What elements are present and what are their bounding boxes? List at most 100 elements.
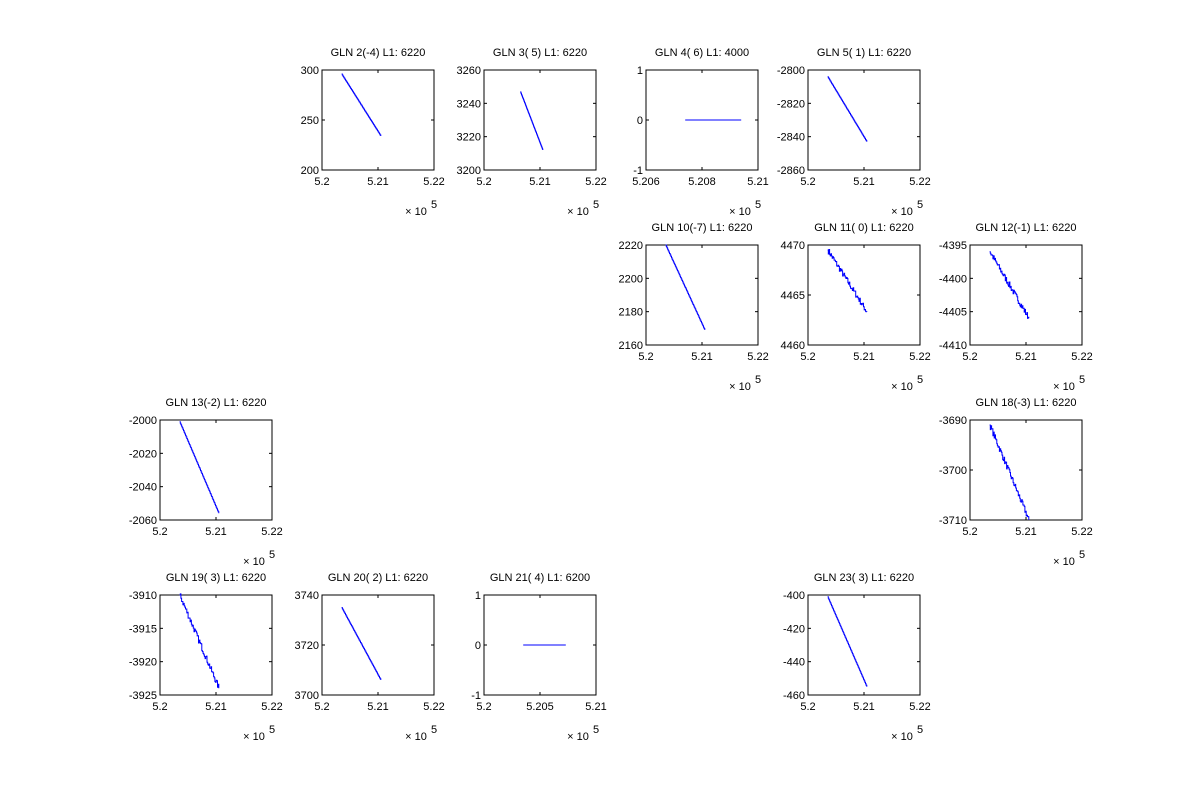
x-exponent: 5 xyxy=(431,199,437,211)
subplot-axes: GLN 12(-1) L1: 6220 -4410 -4405 -4400 -4395 5… xyxy=(939,222,1093,393)
y-tick-label: -3910 xyxy=(129,590,157,602)
y-tick-label: -4395 xyxy=(939,240,967,252)
y-tick-label: -400 xyxy=(783,590,805,602)
x-tick-label: 5.22 xyxy=(747,351,768,363)
x-tick-label: 5.21 xyxy=(1015,351,1036,363)
y-tick-label: -3920 xyxy=(129,657,157,669)
x-tick-label: 5.205 xyxy=(526,701,554,713)
x-tick-label: 5.21 xyxy=(205,701,226,713)
y-tick-label: 3200 xyxy=(457,165,481,177)
y-tick-label: 3220 xyxy=(457,132,481,144)
x-tick-label: 5.21 xyxy=(205,526,226,538)
x-tick-label: 5.22 xyxy=(909,176,930,188)
x-exponent: 5 xyxy=(917,724,923,736)
x-exponent: 5 xyxy=(593,724,599,736)
subplot-title: GLN 10(-7) L1: 6220 xyxy=(652,222,753,234)
data-series-line xyxy=(179,421,220,514)
y-tick-label: 4465 xyxy=(781,290,805,302)
y-tick-label: -4400 xyxy=(939,273,967,285)
x-exponent-label: × 10 xyxy=(891,381,913,393)
subplot-title: GLN 23( 3) L1: 6220 xyxy=(814,572,914,584)
x-exponent: 5 xyxy=(1079,549,1085,561)
y-tick-label: -3710 xyxy=(939,515,967,527)
y-tick-label: 3740 xyxy=(295,590,319,602)
x-tick-label: 5.21 xyxy=(585,701,606,713)
subplot-title: GLN 20( 2) L1: 6220 xyxy=(328,572,428,584)
x-tick-label: 5.2 xyxy=(962,526,977,538)
x-exponent-label: × 10 xyxy=(567,206,589,218)
y-tick-label: -4405 xyxy=(939,307,967,319)
x-exponent: 5 xyxy=(755,199,761,211)
data-series-line xyxy=(827,596,868,687)
y-tick-label: -460 xyxy=(783,690,805,702)
subplot-title: GLN 4( 6) L1: 4000 xyxy=(655,47,749,59)
subplot-title: GLN 13(-2) L1: 6220 xyxy=(166,397,267,409)
x-tick-label: 5.208 xyxy=(688,176,716,188)
axes-box xyxy=(807,244,921,346)
x-tick-label: 5.2 xyxy=(152,701,167,713)
y-tick-label: 200 xyxy=(301,165,319,177)
y-tick-label: 4470 xyxy=(781,240,805,252)
x-exponent-label: × 10 xyxy=(1053,381,1075,393)
axes-box xyxy=(159,594,273,696)
x-tick-label: 5.21 xyxy=(529,176,550,188)
x-tick-label: 5.206 xyxy=(632,176,660,188)
data-series-line xyxy=(179,593,220,689)
x-exponent: 5 xyxy=(755,374,761,386)
y-tick-label: 0 xyxy=(637,115,643,127)
y-tick-label: 3700 xyxy=(295,690,319,702)
y-tick-label: 1 xyxy=(637,65,643,77)
x-exponent: 5 xyxy=(1079,374,1085,386)
y-tick-label: 2200 xyxy=(619,273,643,285)
y-tick-label: 1 xyxy=(475,590,481,602)
y-tick-label: 250 xyxy=(301,115,319,127)
y-tick-label: -3925 xyxy=(129,690,157,702)
y-tick-label: -3700 xyxy=(939,465,967,477)
y-tick-label: -3690 xyxy=(939,415,967,427)
x-exponent: 5 xyxy=(917,199,923,211)
x-tick-label: 5.2 xyxy=(962,351,977,363)
x-tick-label: 5.21 xyxy=(747,176,768,188)
subplot-title: GLN 19( 3) L1: 6220 xyxy=(166,572,266,584)
x-exponent-label: × 10 xyxy=(405,731,427,743)
x-tick-label: 5.22 xyxy=(909,701,930,713)
x-exponent-label: × 10 xyxy=(243,731,265,743)
y-tick-label: 0 xyxy=(475,640,481,652)
x-exponent-label: × 10 xyxy=(405,206,427,218)
x-tick-label: 5.22 xyxy=(1071,526,1092,538)
y-tick-label: -2820 xyxy=(777,98,805,110)
y-tick-label: -2000 xyxy=(129,415,157,427)
x-exponent-label: × 10 xyxy=(567,731,589,743)
data-series-line xyxy=(665,244,706,330)
x-tick-label: 5.2 xyxy=(314,176,329,188)
subplot-title: GLN 5( 1) L1: 6220 xyxy=(817,47,911,59)
x-tick-label: 5.21 xyxy=(853,351,874,363)
subplot-axes: GLN 11( 0) L1: 6220 4460 4465 4470 5.2 5.21 5.… xyxy=(781,222,931,393)
subplot-axes: GLN 23( 3) L1: 6220 -460 -440 -420 -400 5.2 5.… xyxy=(783,572,931,743)
subplot-title: GLN 12(-1) L1: 6220 xyxy=(976,222,1077,234)
axes-box xyxy=(969,419,1083,521)
x-exponent: 5 xyxy=(269,724,275,736)
y-tick-label: -2060 xyxy=(129,515,157,527)
y-tick-label: 3720 xyxy=(295,640,319,652)
axes-box xyxy=(483,69,597,171)
y-tick-label: 300 xyxy=(301,65,319,77)
x-tick-label: 5.2 xyxy=(314,701,329,713)
x-tick-label: 5.22 xyxy=(585,176,606,188)
subplot-title: GLN 11( 0) L1: 6220 xyxy=(814,222,913,234)
x-exponent-label: × 10 xyxy=(891,206,913,218)
subplot-axes: GLN 13(-2) L1: 6220 -2060 -2040 -2020 -2000 5… xyxy=(129,397,283,568)
x-tick-label: 5.21 xyxy=(853,701,874,713)
axes-box xyxy=(159,419,273,521)
x-tick-label: 5.21 xyxy=(691,351,712,363)
x-tick-label: 5.2 xyxy=(476,701,491,713)
x-exponent-label: × 10 xyxy=(243,556,265,568)
y-tick-label: -440 xyxy=(783,657,805,669)
x-tick-label: 5.22 xyxy=(423,176,444,188)
subplot-title: GLN 18(-3) L1: 6220 xyxy=(976,397,1077,409)
y-tick-label: 2220 xyxy=(619,240,643,252)
axes-box xyxy=(969,244,1083,346)
axes-box xyxy=(645,244,759,346)
y-tick-label: 2160 xyxy=(619,340,643,352)
